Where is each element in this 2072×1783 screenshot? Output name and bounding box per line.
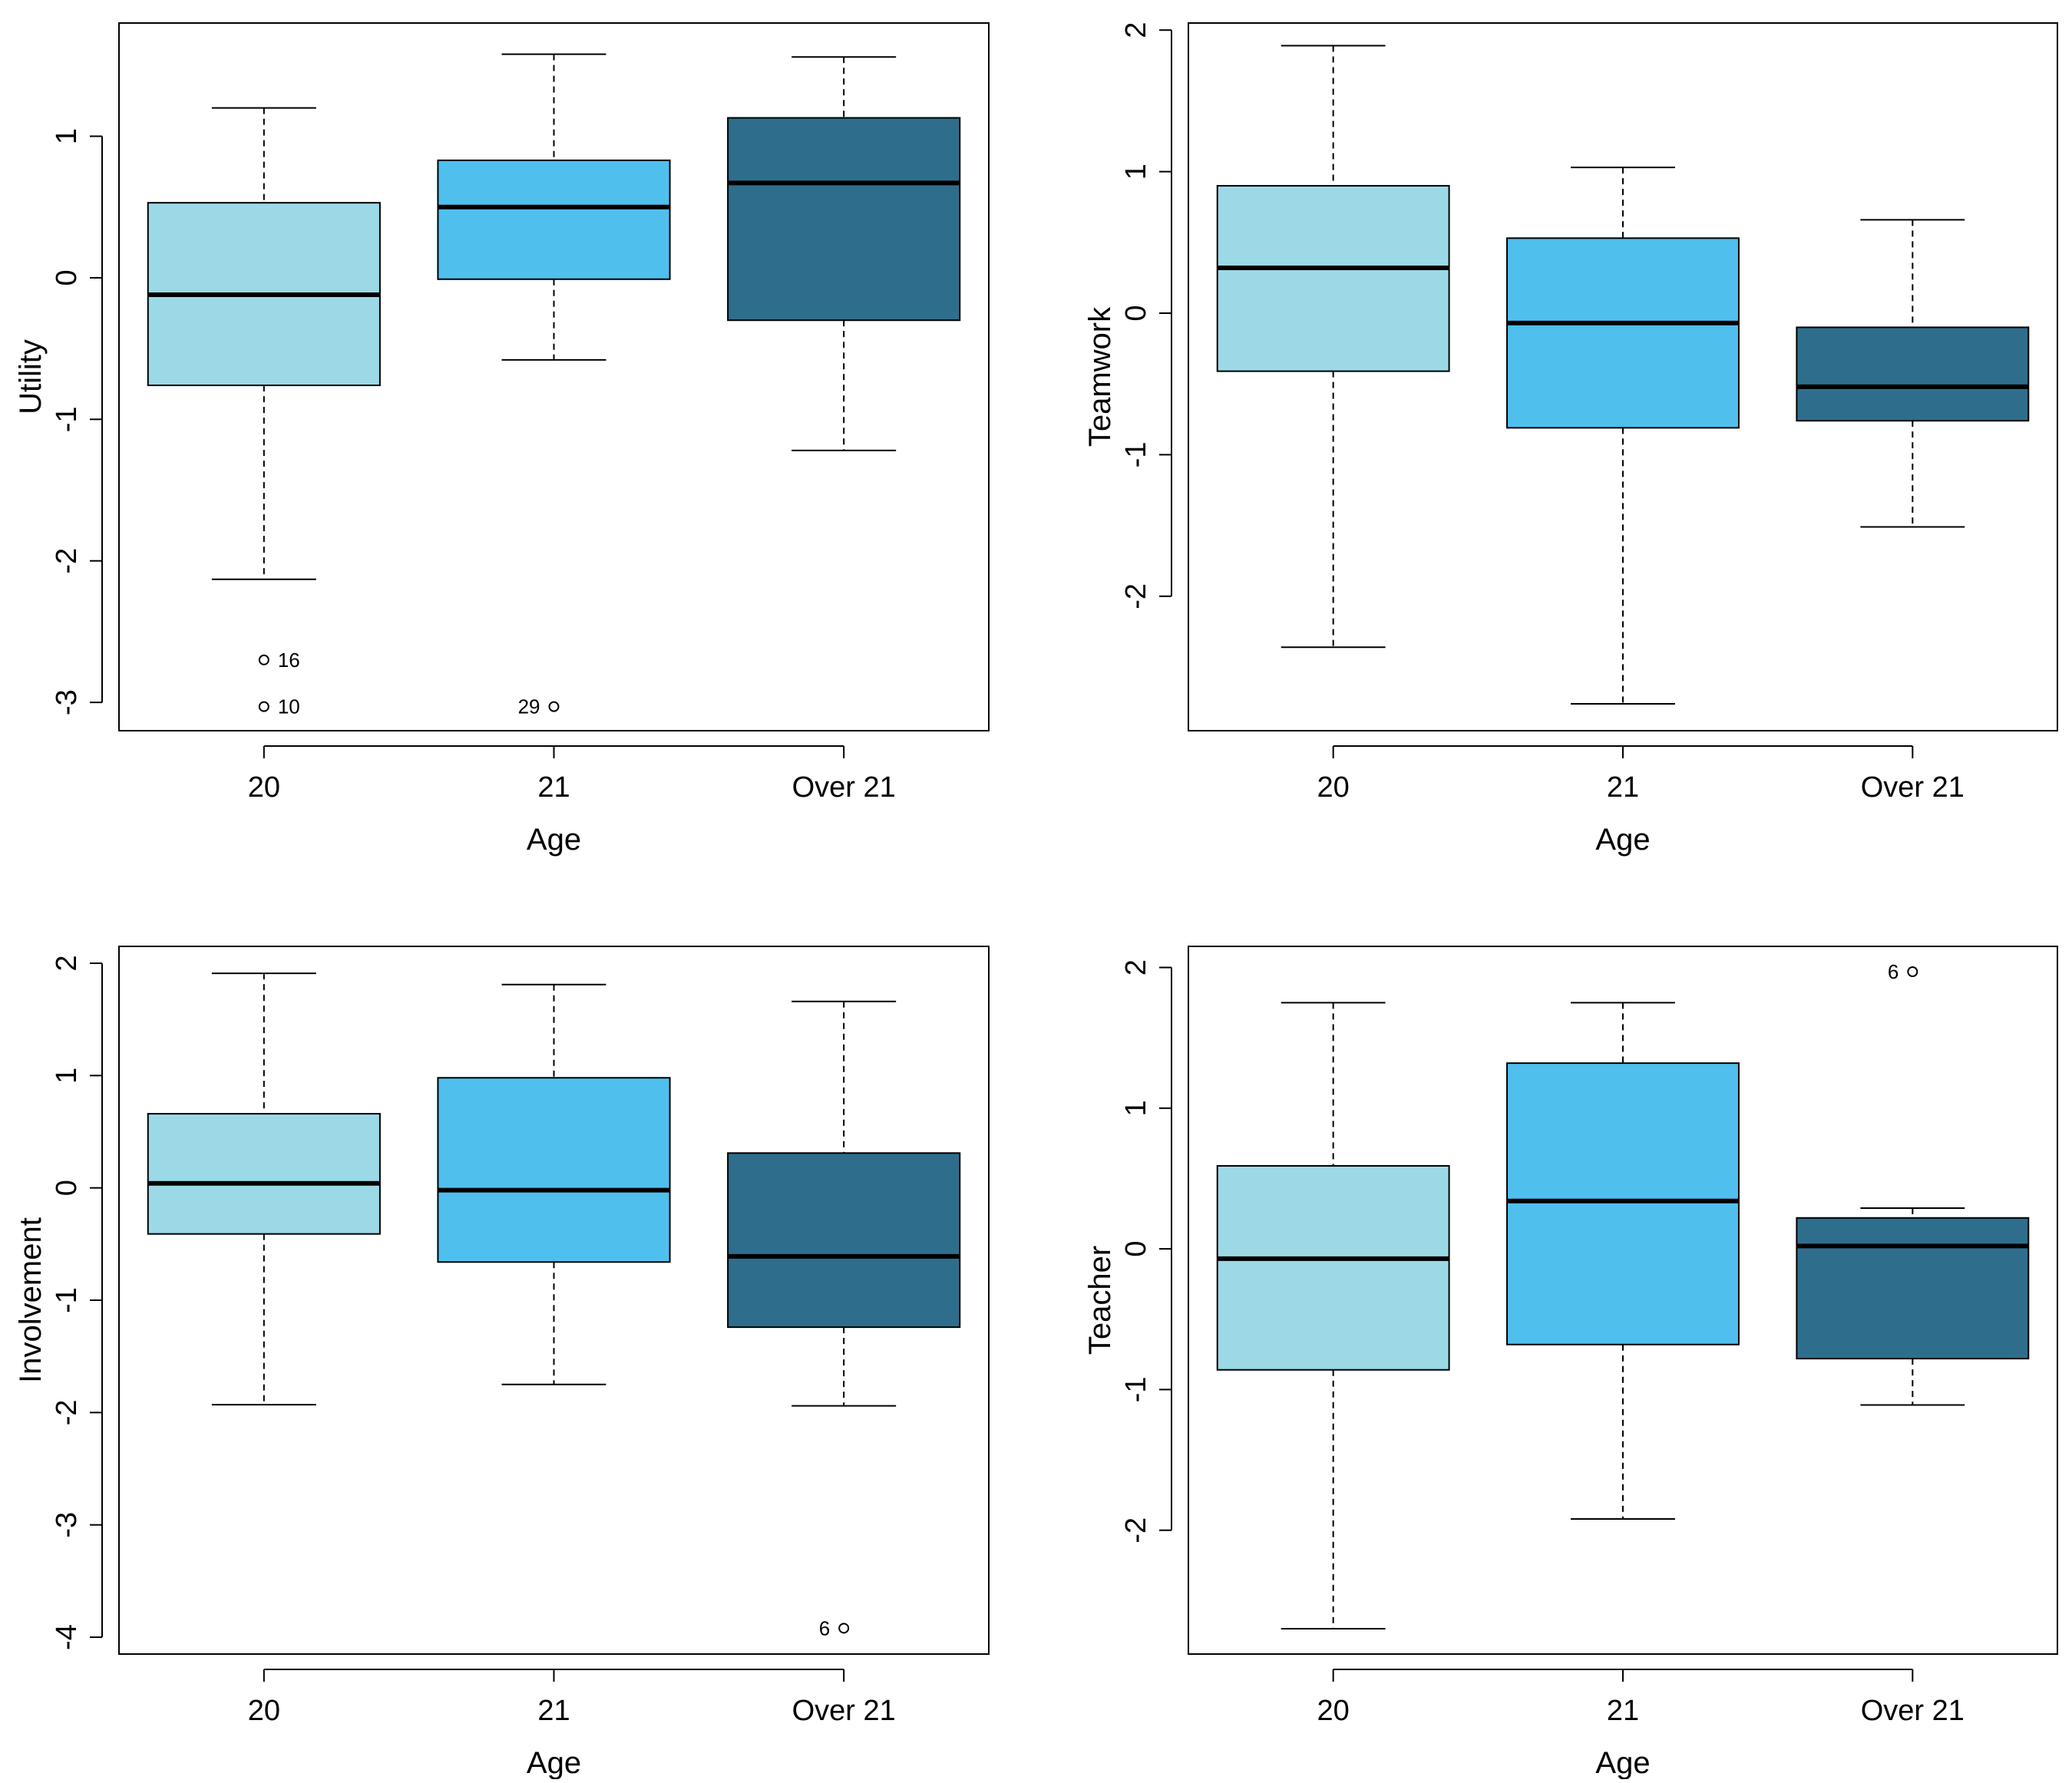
outlier-point: [258, 701, 269, 712]
iqr-box: [727, 117, 961, 322]
x-tick-label: Over 21: [1861, 771, 1965, 804]
box-20: [147, 972, 381, 1406]
y-tick-label: 1: [1120, 163, 1152, 180]
y-tick-label: 2: [1120, 959, 1152, 976]
y-tick-label: -1: [1120, 1376, 1152, 1402]
box-over-21: [1796, 1207, 2030, 1406]
x-axis-title: Age: [1595, 823, 1650, 857]
y-tick-label: -3: [51, 1512, 83, 1538]
y-tick-label: 2: [1120, 22, 1152, 38]
y-tick-label: -2: [51, 1399, 83, 1425]
y-tick-label: 1: [51, 1068, 83, 1084]
x-tick-label: 21: [1607, 771, 1639, 804]
outlier-label: 29: [518, 695, 540, 718]
outlier-point: [548, 701, 560, 712]
outlier-label: 16: [278, 649, 300, 672]
x-axis-title: Age: [527, 1746, 581, 1779]
y-tick-label: -2: [51, 548, 83, 574]
y-axis-title: Teamwork: [1083, 306, 1117, 447]
y-tick-label: 1: [1120, 1100, 1152, 1116]
x-tick-label: Over 21: [792, 771, 896, 804]
x-tick-label: 20: [1317, 771, 1350, 804]
outlier-label: 10: [278, 695, 300, 718]
iqr-box: [437, 159, 671, 280]
plot-frame: [1188, 22, 2058, 731]
box-21: [1506, 1002, 1740, 1521]
box-over-21: [1796, 219, 2030, 528]
plot-frame: [118, 946, 990, 1655]
y-tick-label: 0: [1120, 305, 1152, 321]
x-axis-title: Age: [527, 823, 581, 857]
outlier-point: [1907, 966, 1918, 977]
x-tick-label: 20: [248, 1695, 280, 1727]
iqr-box: [1796, 1217, 2030, 1360]
panel-teamwork: -2 -1 0 1 2 20 21 Over 21 Age Teamwork: [1083, 22, 2058, 857]
outlier-label: 6: [819, 1616, 830, 1639]
y-tick-label: 1: [51, 128, 83, 144]
x-tick-label: 21: [1607, 1695, 1639, 1727]
x-tick-label: Over 21: [792, 1695, 896, 1727]
iqr-box: [1216, 1164, 1450, 1371]
y-tick-label: -3: [51, 689, 83, 715]
y-tick-label: -4: [51, 1624, 83, 1650]
x-axis-title: Age: [1595, 1746, 1650, 1779]
x-tick-label: 20: [248, 771, 280, 804]
iqr-box: [1796, 326, 2030, 422]
panel-teacher: -2 -1 0 1 2 20 21 Over 21 Age Teacher 6: [1083, 946, 2058, 1780]
x-tick-label: Over 21: [1861, 1695, 1965, 1727]
y-tick-label: -2: [1120, 1517, 1152, 1544]
y-tick-label: 0: [1120, 1241, 1152, 1257]
y-axis-title: Teacher: [1083, 1246, 1117, 1355]
box-21: [437, 53, 671, 361]
y-axis-title: Involvement: [14, 1217, 48, 1383]
outlier-point: [838, 1623, 850, 1634]
plot-frame: [118, 22, 990, 731]
iqr-box: [1506, 237, 1740, 429]
x-tick-label: 20: [1317, 1695, 1350, 1727]
iqr-box: [727, 1152, 961, 1329]
iqr-box: [437, 1077, 671, 1263]
y-tick-label: 0: [51, 1180, 83, 1196]
plot-frame: [1188, 946, 2058, 1655]
box-over-21: [727, 1000, 961, 1407]
y-axis-title: Utility: [14, 339, 48, 414]
y-tick-label: 2: [51, 955, 83, 971]
box-21: [1506, 167, 1740, 705]
iqr-box: [1216, 185, 1450, 372]
iqr-box: [147, 1113, 381, 1235]
y-tick-label: -1: [51, 406, 83, 432]
box-20: [1216, 1002, 1450, 1630]
panel-involvement: -4 -3 -2 -1 0 1 2 20 21 Over 21 Age Involvement 6: [14, 946, 990, 1780]
y-tick-label: -1: [51, 1287, 83, 1313]
outlier-label: 6: [1888, 960, 1899, 983]
box-20: [1216, 45, 1450, 649]
panel-utility: -3 -2 -1 0 1 20 21 Over 21 Age Utility 16 10 29: [14, 22, 990, 857]
outlier-point: [258, 654, 269, 665]
box-20: [147, 107, 381, 580]
y-tick-label: 0: [51, 269, 83, 286]
x-tick-label: 21: [537, 771, 570, 804]
box-21: [437, 983, 671, 1385]
box-over-21: [727, 56, 961, 451]
y-tick-label: -2: [1120, 583, 1152, 609]
iqr-box: [1506, 1062, 1740, 1346]
x-tick-label: 21: [537, 1695, 570, 1727]
y-tick-label: -1: [1120, 442, 1152, 468]
